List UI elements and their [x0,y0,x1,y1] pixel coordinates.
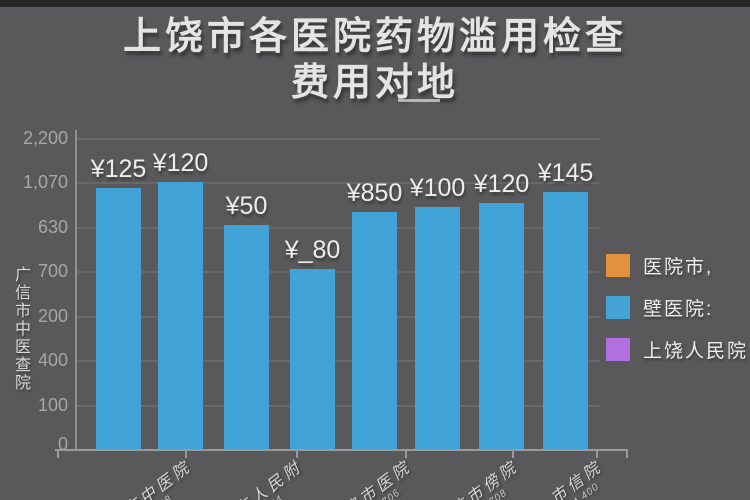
bar-value-label: ¥_80 [284,236,341,264]
bar [479,203,524,449]
y-tick-label: 630 [37,216,68,237]
y-axis-line [75,130,77,451]
legend-label: 上饶人民院 [643,341,749,362]
chart-title: 上饶市各医院药物滥用检查 费用对地 [0,14,750,106]
bar [96,188,141,449]
x-axis-tick [596,451,598,458]
y-tick-label: 700 [37,261,68,282]
title-underline [398,99,440,102]
x-axis-label: 饶市医院1,706 [341,458,422,500]
gridline [75,360,600,363]
x-axis-tick [626,451,628,458]
x-axis-tick [512,451,514,458]
x-axis-label: 信市人民附1,704 [216,458,313,500]
gridline [75,315,600,318]
legend-item: 医院市, [606,252,748,279]
x-axis-tick [405,451,407,458]
y-tick-label: 200 [37,305,68,326]
gridline [75,271,600,274]
y-axis-title: 广信市中医查院 [12,266,29,392]
chart-title-line2: 费用对地 [290,62,459,104]
bar-value-label: ¥120 [152,149,209,177]
bar [290,269,335,449]
x-axis-line [55,449,628,451]
gridline [75,138,600,140]
y-tick-label: 100 [37,394,68,415]
x-axis-tick [57,451,59,458]
x-axis-label: 信市中医院1,588 [105,458,202,500]
gridline [75,226,600,229]
bar [543,192,588,449]
bar [224,225,269,449]
legend-item: 上饶人民院 [606,336,748,363]
gridline [75,404,600,407]
y-tick-label: 400 [37,350,68,371]
bar-value-label: ¥100 [409,174,466,202]
x-axis-tick [296,451,298,458]
bar [352,212,397,449]
bar-value-label: ¥50 [225,192,268,220]
legend-swatch [606,254,630,277]
legend-label: 医院市, [643,257,714,278]
y-tick-label: 2,200 [22,128,68,148]
legend-swatch [606,338,630,361]
bar [415,207,460,449]
x-axis-tick [185,451,187,458]
y-tick-label: 0 [57,434,68,454]
bar [158,182,203,449]
chart-title-line1: 上饶市各医院药物滥用检查 [122,16,627,58]
bar-value-label: ¥120 [473,170,530,198]
gridline [75,182,600,185]
legend: 医院市, 壁医院: 上饶人民院 [606,252,748,378]
bar-value-label: ¥145 [537,159,594,187]
legend-item: 壁医院: [606,294,748,321]
bar-value-label: ¥850 [346,179,403,207]
top-strip [0,0,750,7]
y-tick-label: 1,070 [22,172,68,193]
x-axis-label: 市信院 4,400 [548,458,613,500]
x-axis-label: 信市傍院1,708 [448,458,529,500]
bar-value-label: ¥125 [90,155,147,183]
legend-label: 壁医院: [643,299,714,320]
legend-swatch [606,296,630,319]
